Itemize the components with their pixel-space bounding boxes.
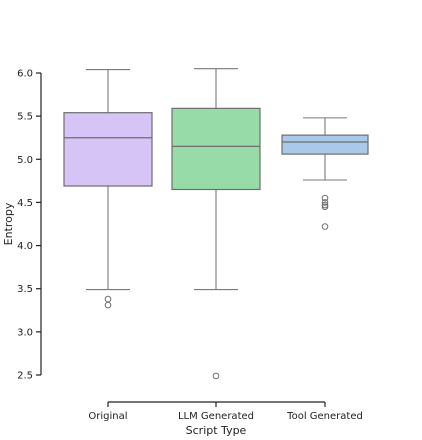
outlier-point	[212, 372, 220, 380]
iqr-box	[281, 134, 369, 155]
y-axis-title: Entropy	[2, 202, 15, 245]
y-tick-label: 6.0	[17, 69, 33, 80]
outlier-point	[104, 295, 112, 303]
y-tick-label: 4.5	[17, 198, 33, 209]
box-2	[171, 68, 261, 380]
y-tick-label: 5.5	[17, 112, 33, 123]
x-axis: Original LLM Generated Tool Generated	[88, 401, 363, 422]
y-tick-label: 3.5	[17, 284, 33, 295]
outlier-point	[321, 203, 329, 211]
outlier-point	[321, 199, 329, 206]
iqr-box	[63, 112, 153, 187]
y-tick-label: 3.0	[17, 327, 33, 338]
boxes	[63, 68, 369, 380]
y-axis: 2.5 3.0 3.5 4.0 4.5 5.0 5.5 6.0	[17, 69, 42, 382]
x-tick-label: Original	[88, 411, 127, 422]
iqr-box	[171, 107, 261, 191]
x-axis-title: Script Type	[186, 424, 247, 437]
outlier-point	[104, 301, 112, 309]
y-tick-label: 4.0	[17, 241, 33, 252]
x-tick-label: Tool Generated	[286, 411, 363, 422]
x-tick-label: LLM Generated	[178, 411, 254, 422]
outlier-point	[321, 223, 329, 230]
box-3	[281, 117, 369, 230]
y-tick-label: 5.0	[17, 155, 33, 166]
box-1	[63, 68, 153, 309]
y-tick-label: 2.5	[17, 371, 33, 382]
outlier-point	[321, 194, 329, 202]
